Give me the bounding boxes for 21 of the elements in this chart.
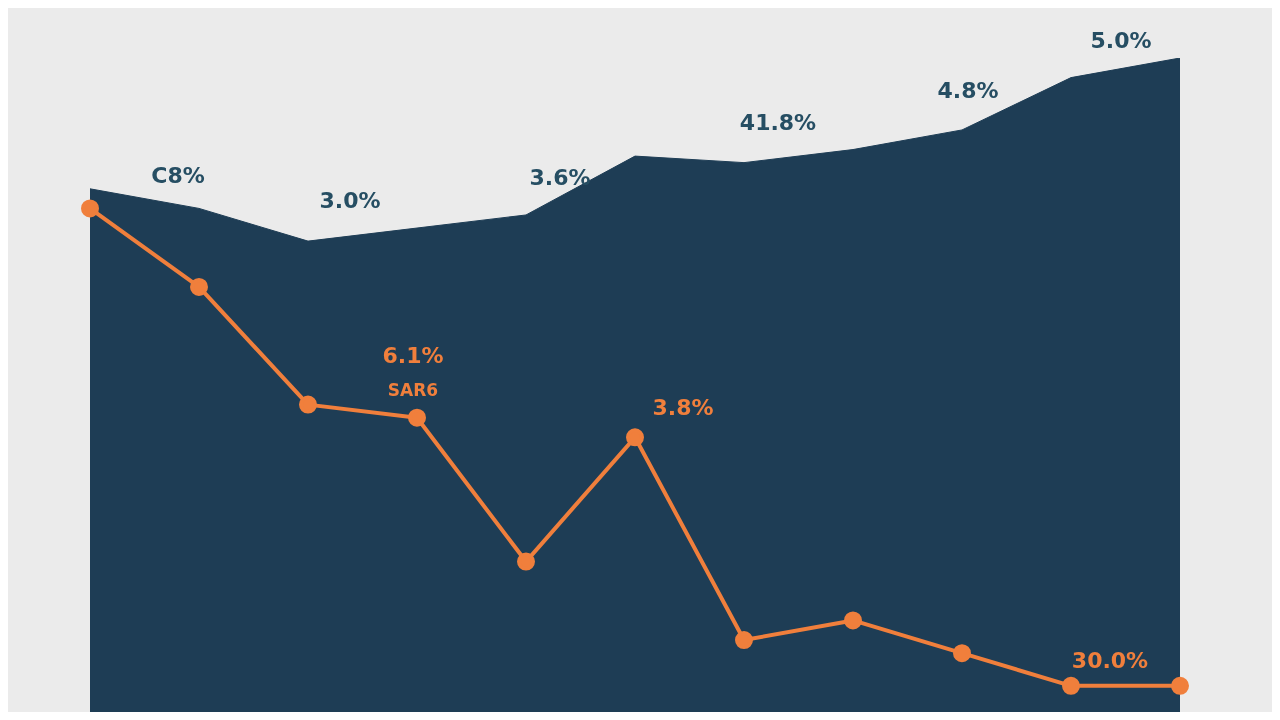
- annotation: 3.0%: [319, 188, 381, 213]
- annotation: 3.8%: [652, 395, 714, 420]
- point: [408, 408, 426, 427]
- point: [1062, 676, 1080, 695]
- annotation: 4.8%: [937, 78, 999, 103]
- annotation: SAR6: [387, 380, 439, 400]
- annotation: 41.8%: [739, 110, 817, 135]
- annotation: 30.0%: [1071, 648, 1149, 673]
- point: [953, 644, 971, 663]
- point: [517, 552, 535, 571]
- point: [1171, 676, 1189, 695]
- point: [735, 631, 753, 650]
- annotation: C8%: [151, 163, 205, 188]
- point: [81, 199, 99, 218]
- point: [299, 395, 317, 414]
- point: [626, 428, 644, 447]
- annotation: 6.1%: [382, 343, 444, 368]
- point: [844, 611, 862, 630]
- point: [190, 277, 208, 296]
- text: 5.0%: [1090, 28, 1152, 53]
- annotation: 3.6%: [529, 165, 591, 190]
